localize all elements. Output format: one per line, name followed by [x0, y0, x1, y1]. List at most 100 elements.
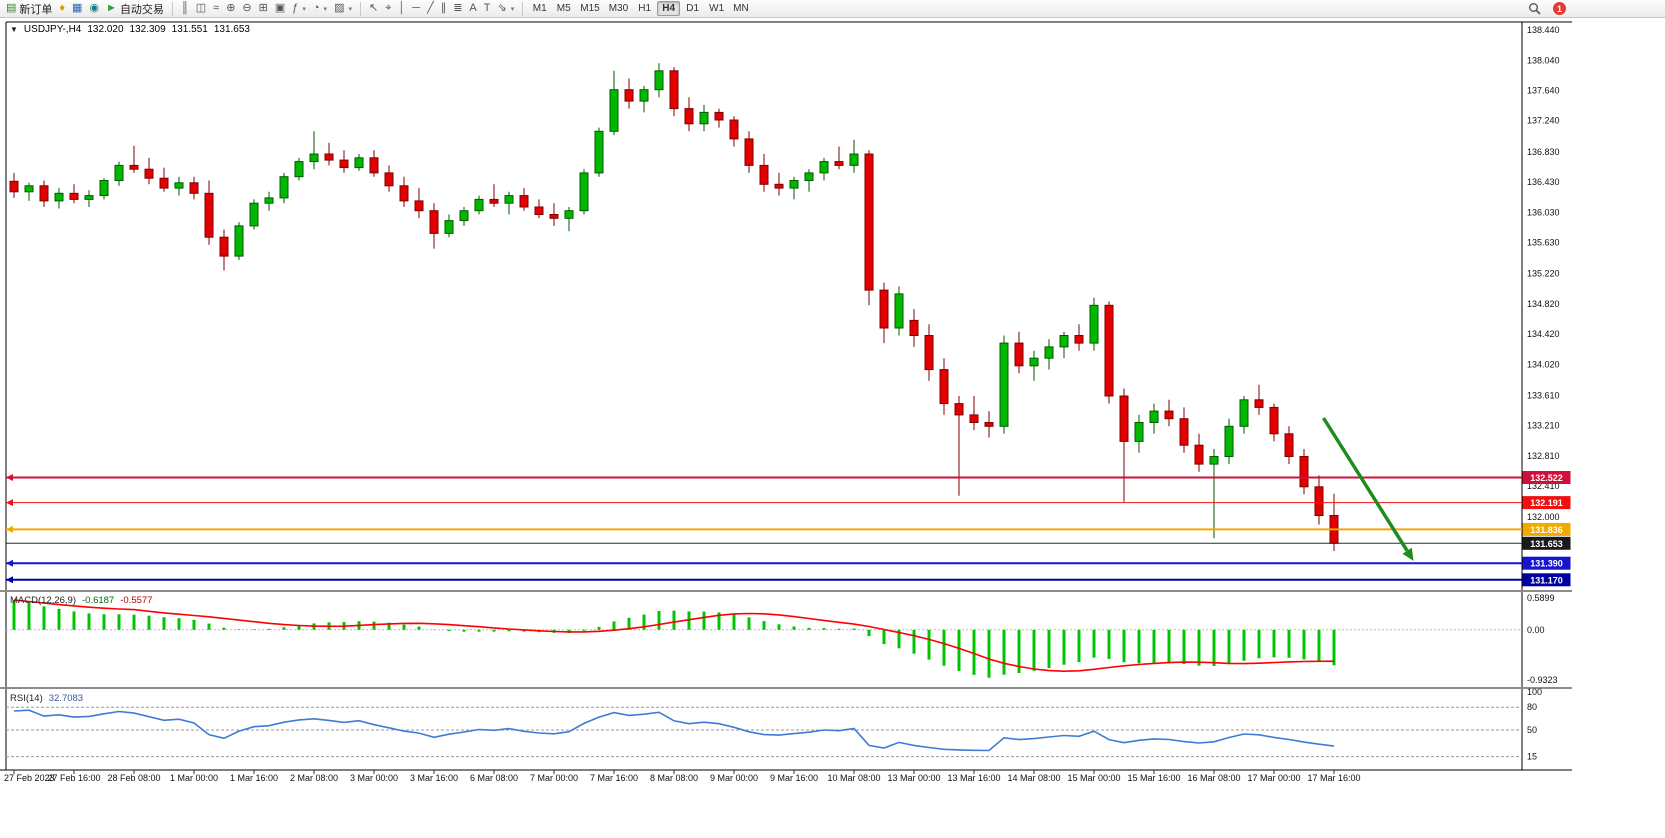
- candle-down: [339, 159, 349, 169]
- candle-down: [1104, 304, 1114, 397]
- timeframe-d1[interactable]: D1: [686, 3, 700, 14]
- svg-text:2 Mar 08:00: 2 Mar 08:00: [290, 773, 338, 783]
- auto-scroll-icon[interactable]: ▣: [272, 1, 288, 17]
- svg-text:15: 15: [1527, 752, 1537, 762]
- line-chart-icon[interactable]: ≈: [210, 1, 222, 17]
- candle-down: [1254, 399, 1264, 408]
- candle-down: [1119, 395, 1129, 442]
- crosshair-icon[interactable]: ⌖: [382, 1, 394, 17]
- notification-badge[interactable]: 1: [1553, 2, 1566, 15]
- candle-up: [294, 161, 304, 178]
- rsi-value: 32.7083: [48, 693, 84, 704]
- zoom-in-icon[interactable]: ⊕: [223, 1, 238, 17]
- crosshair-icon: ⌖: [385, 2, 392, 14]
- candle-up: [1239, 399, 1249, 427]
- indicators-list-icon[interactable]: ƒ ▾: [289, 1, 309, 17]
- equidistant-channel-icon[interactable]: ∥: [438, 1, 450, 17]
- zoom-out-icon[interactable]: ⊖: [239, 1, 254, 17]
- horizontal-line-icon[interactable]: ─: [409, 1, 423, 17]
- candle-up: [1059, 335, 1069, 348]
- candle-up: [249, 202, 259, 227]
- price-line-131-836[interactable]: 131.836: [6, 522, 1571, 536]
- autotrading-icon: ►: [106, 2, 117, 14]
- price-line-131-170[interactable]: 131.170: [6, 573, 1571, 587]
- candle-down: [144, 168, 154, 179]
- candle-up: [354, 157, 364, 169]
- svg-text:1 Mar 16:00: 1 Mar 16:00: [230, 773, 278, 783]
- price-line-132-191[interactable]: 132.191: [6, 496, 1571, 510]
- timeframe-w1[interactable]: W1: [709, 3, 725, 14]
- svg-text:28 Feb 08:00: 28 Feb 08:00: [107, 773, 160, 783]
- ohlc-bars-icon[interactable]: ║: [178, 1, 192, 17]
- fibonacci-icon: ≣: [453, 2, 463, 14]
- periods-icon[interactable]: ◔ ▾: [310, 1, 330, 17]
- candle-down: [969, 414, 979, 423]
- svg-text:8 Mar 08:00: 8 Mar 08:00: [650, 773, 698, 783]
- timeframe-h4[interactable]: H4: [657, 1, 681, 16]
- svg-text:9 Mar 00:00: 9 Mar 00:00: [710, 773, 758, 783]
- timeframe-h1[interactable]: H1: [638, 3, 652, 14]
- candle-up: [54, 192, 64, 202]
- price-line-132-522[interactable]: 132.522: [6, 471, 1571, 484]
- candle-down: [939, 369, 949, 405]
- macd-main-value: -0.6187: [82, 595, 115, 606]
- templates-icon[interactable]: ▨ ▾: [331, 1, 355, 17]
- svg-text:-0.9323: -0.9323: [1527, 675, 1558, 685]
- timeframe-m15[interactable]: M15: [580, 3, 600, 14]
- new-chart-icon: ▦: [72, 2, 83, 14]
- chart-canvas[interactable]: 138.440 138.040 137.640 137.240 136.830 136.4…: [0, 18, 1665, 838]
- svg-text:137.240: 137.240: [1527, 116, 1560, 126]
- vertical-line-icon: │: [398, 2, 406, 14]
- indicators-list-icon: ƒ: [292, 2, 299, 14]
- candle-down: [1014, 342, 1024, 367]
- new-order-button[interactable]: ▤ 新订单: [3, 1, 55, 17]
- line-end-marker: [6, 525, 13, 533]
- candlestick-chart-icon[interactable]: ◫: [193, 1, 209, 17]
- trendline-icon[interactable]: ╱: [424, 1, 437, 17]
- candle-up: [819, 161, 829, 174]
- candle-down: [69, 192, 79, 200]
- svg-text:3 Mar 16:00: 3 Mar 16:00: [410, 773, 458, 783]
- candle-up: [564, 210, 574, 219]
- svg-text:131.170: 131.170: [1530, 575, 1563, 585]
- svg-text:131.836: 131.836: [1530, 525, 1563, 535]
- candle-down: [129, 164, 139, 170]
- search-icon[interactable]: [1525, 1, 1544, 17]
- chevron-down-icon: ▾: [510, 5, 515, 13]
- timeframe-m30[interactable]: M30: [608, 3, 629, 14]
- data-window-icon[interactable]: ◉: [86, 1, 102, 17]
- svg-text:17 Mar 16:00: 17 Mar 16:00: [1307, 773, 1360, 783]
- candle-up: [24, 185, 34, 193]
- new-chart-icon[interactable]: ▦: [69, 1, 85, 17]
- chart-collapse-icon[interactable]: ▼: [10, 25, 18, 34]
- candle-down: [1074, 335, 1084, 344]
- candle-up: [639, 89, 649, 102]
- svg-text:138.440: 138.440: [1527, 25, 1560, 35]
- price-badge-131-390: [1522, 556, 1571, 570]
- svg-text:132.000: 132.000: [1527, 512, 1560, 522]
- text-label-icon[interactable]: T: [481, 1, 494, 17]
- text-icon[interactable]: A: [466, 1, 479, 17]
- trend-arrow[interactable]: [1322, 417, 1414, 561]
- tile-windows-icon[interactable]: ⊞: [256, 1, 271, 17]
- zoom-out-icon: ⊖: [242, 2, 252, 14]
- timeframe-m1[interactable]: M1: [532, 3, 547, 14]
- svg-text:133.210: 133.210: [1527, 421, 1560, 431]
- sound-alerts-icon[interactable]: ♦: [56, 1, 68, 17]
- cursor-icon[interactable]: ↖: [366, 1, 381, 17]
- price-line-131-390[interactable]: 131.390: [6, 556, 1571, 570]
- svg-text:132.410: 132.410: [1527, 481, 1560, 491]
- arrows-tool-icon[interactable]: ⇘ ▾: [495, 1, 518, 17]
- candle-up: [264, 197, 274, 204]
- vertical-line-icon[interactable]: │: [395, 1, 408, 17]
- candle-down: [399, 185, 409, 202]
- chevron-down-icon: ▾: [348, 5, 352, 13]
- autotrading-button[interactable]: ► 自动交易: [103, 1, 167, 17]
- svg-text:27 Feb 2023: 27 Feb 2023: [4, 773, 55, 783]
- timeframe-m5[interactable]: M5: [556, 3, 571, 14]
- chevron-down-icon: ▾: [302, 5, 306, 13]
- fibonacci-icon[interactable]: ≣: [450, 1, 465, 17]
- timeframe-mn[interactable]: MN: [733, 3, 749, 14]
- svg-text:132.810: 132.810: [1527, 451, 1560, 461]
- svg-text:134.420: 134.420: [1527, 329, 1560, 339]
